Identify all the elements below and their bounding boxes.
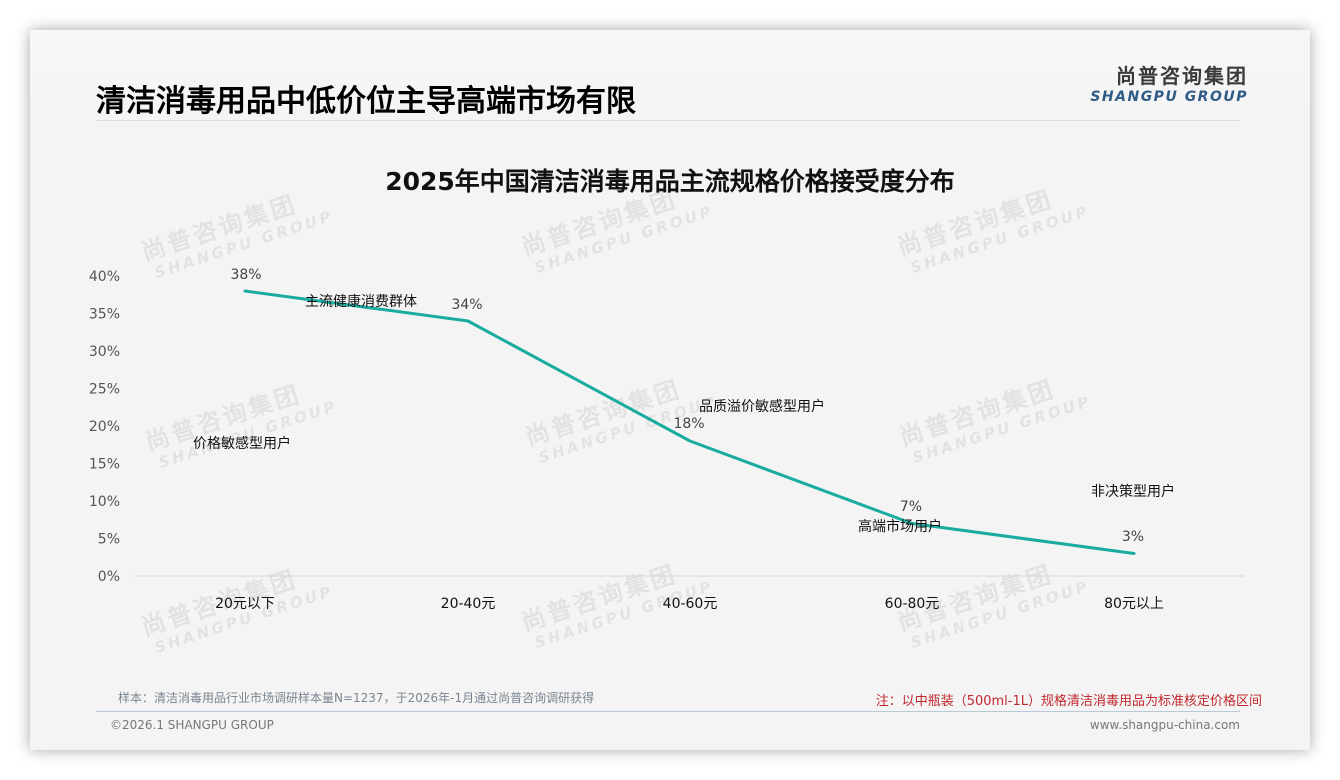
x-tick-label: 20元以下	[215, 596, 275, 612]
y-tick-label: 40%	[89, 269, 120, 285]
x-axis: 20元以下 20-40元 40-60元 60-80元 80元以上	[215, 596, 1164, 612]
x-tick-label: 60-80元	[885, 596, 940, 612]
annotation-label: 非决策型用户	[1091, 483, 1175, 500]
line-chart: 0% 5% 10% 15% 20% 25% 30% 35% 40% 20元以下 20-40元 40-…	[89, 267, 1244, 612]
x-tick-label: 20-40元	[441, 596, 496, 612]
y-tick-label: 5%	[98, 532, 120, 548]
website-link[interactable]: www.shangpu-china.com	[1089, 718, 1240, 732]
header-divider	[96, 120, 1240, 121]
data-label: 3%	[1122, 529, 1144, 545]
data-label: 7%	[900, 499, 922, 515]
footer-divider	[96, 711, 1240, 712]
data-label: 34%	[451, 297, 482, 313]
y-tick-label: 25%	[89, 382, 120, 398]
y-tick-label: 20%	[89, 419, 120, 435]
data-label: 18%	[673, 416, 704, 432]
y-tick-label: 35%	[89, 307, 120, 323]
annotation-label: 主流健康消费群体	[305, 293, 417, 310]
slide: 清洁消毒用品中低价位主导高端市场有限 尚普咨询集团 SHANGPU GROUP …	[30, 30, 1310, 750]
sample-note: 样本：清洁消毒用品行业市场调研样本量N=1237，于2026年-1月通过尚普咨询…	[118, 691, 595, 705]
x-tick-label: 80元以上	[1104, 596, 1164, 612]
company-logo: 尚普咨询集团 SHANGPU GROUP	[1088, 64, 1248, 106]
header-band	[30, 30, 1310, 120]
price-range-note: 注：以中瓶装（500ml-1L）规格清洁消毒用品为标准核定价格区间	[875, 694, 1262, 709]
y-tick-label: 0%	[98, 569, 120, 585]
annotation-label: 高端市场用户	[858, 518, 942, 535]
logo-en-text: SHANGPU GROUP	[1090, 89, 1248, 105]
y-tick-label: 30%	[89, 344, 120, 360]
y-tick-label: 15%	[89, 457, 120, 473]
series-line	[243, 289, 1136, 555]
chart-title: 2025年中国清洁消毒用品主流规格价格接受度分布	[385, 167, 955, 196]
y-axis: 0% 5% 10% 15% 20% 25% 30% 35% 40%	[89, 269, 120, 585]
x-tick-label: 40-60元	[663, 596, 718, 612]
data-labels: 38% 34% 18% 7% 3%	[230, 267, 1144, 545]
logo-cn-text: 尚普咨询集团	[1116, 64, 1248, 88]
y-tick-label: 10%	[89, 494, 120, 510]
copyright: ©2026.1 SHANGPU GROUP	[110, 718, 274, 732]
data-label: 38%	[230, 267, 261, 283]
annotation-label: 价格敏感型用户	[193, 435, 291, 452]
page-title: 清洁消毒用品中低价位主导高端市场有限	[96, 84, 636, 119]
annotation-label: 品质溢价敏感型用户	[699, 398, 825, 415]
